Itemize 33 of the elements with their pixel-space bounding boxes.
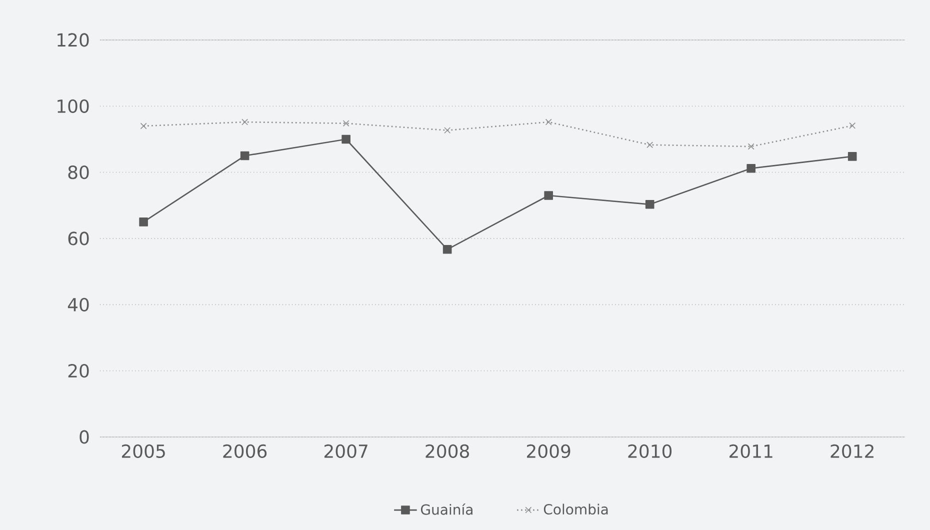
point <box>849 122 856 129</box>
y-tick-label: 80 <box>68 166 89 180</box>
point <box>444 127 451 134</box>
y-tick-label: 40 <box>68 298 89 312</box>
x-tick-label: 2010 <box>628 444 672 458</box>
point <box>848 152 857 161</box>
x-tick-label: 2011 <box>730 444 772 458</box>
point <box>342 134 350 144</box>
x-tick-label: 2012 <box>830 444 874 458</box>
x-tick-label: 2005 <box>122 444 165 458</box>
x-tick-label: 2008 <box>426 444 469 458</box>
y-tick-label: 20 <box>68 364 89 378</box>
point <box>240 151 250 160</box>
y-tick-label: 60 <box>68 232 89 246</box>
point <box>139 218 148 226</box>
point <box>544 191 553 200</box>
point <box>342 120 350 127</box>
x-tick-label: 2009 <box>526 444 570 458</box>
point <box>746 164 756 173</box>
x-tick-label: 2007 <box>324 444 368 458</box>
point <box>140 122 147 130</box>
point <box>545 118 552 126</box>
y-tick-label: 0 <box>80 430 89 444</box>
legend-label: Guainía <box>420 503 472 515</box>
point <box>748 143 754 150</box>
y-tick-label: 100 <box>58 99 89 113</box>
x-tick-label: 2006 <box>223 444 267 458</box>
legend-label: Colombia <box>544 504 608 515</box>
point <box>242 118 248 126</box>
y-tick-label: 120 <box>58 33 89 47</box>
point <box>646 142 654 148</box>
point <box>442 245 452 254</box>
point <box>645 200 654 209</box>
